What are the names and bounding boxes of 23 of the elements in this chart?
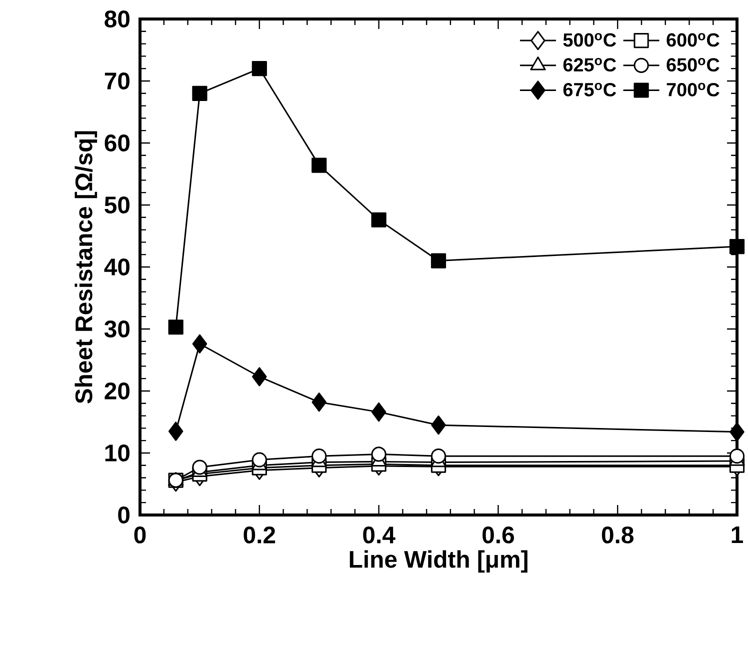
legend-label: 650$^{o}$C bbox=[666, 58, 720, 72]
y-tick-label: 50 bbox=[104, 196, 130, 214]
legend-label: 500$^{o}$C bbox=[563, 33, 616, 47]
x-tick-label: 0.4 bbox=[363, 526, 396, 544]
y-tick-label: 70 bbox=[104, 72, 130, 90]
legend-label: 600$^{o}$C bbox=[666, 33, 720, 47]
y-tick-label: 40 bbox=[104, 258, 130, 276]
y-tick-label: 80 bbox=[104, 10, 130, 28]
x-tick-label: 0.6 bbox=[482, 526, 514, 544]
x-tick-label: 0.2 bbox=[244, 526, 276, 544]
y-tick-label: 60 bbox=[104, 134, 130, 152]
legend-label: 625$^{o}$C bbox=[563, 58, 616, 72]
x-tick-label: 1 bbox=[732, 526, 743, 543]
x-tick-label: 0.8 bbox=[602, 526, 634, 544]
x-axis-title: Line Width [μm] bbox=[350, 550, 528, 573]
y-tick-label: 30 bbox=[104, 320, 130, 338]
y-tick-label: 10 bbox=[105, 444, 130, 462]
y-tick-label: 20 bbox=[104, 382, 130, 400]
x-tick-label: 0 bbox=[134, 526, 146, 544]
legend-label: 675$^{o}$C bbox=[563, 82, 616, 96]
y-tick-label: 0 bbox=[118, 506, 130, 524]
y-axis-title: Sheet Resistance [Ω/sq] bbox=[74, 131, 98, 404]
legend-label: 700$^{o}$C bbox=[666, 82, 720, 96]
